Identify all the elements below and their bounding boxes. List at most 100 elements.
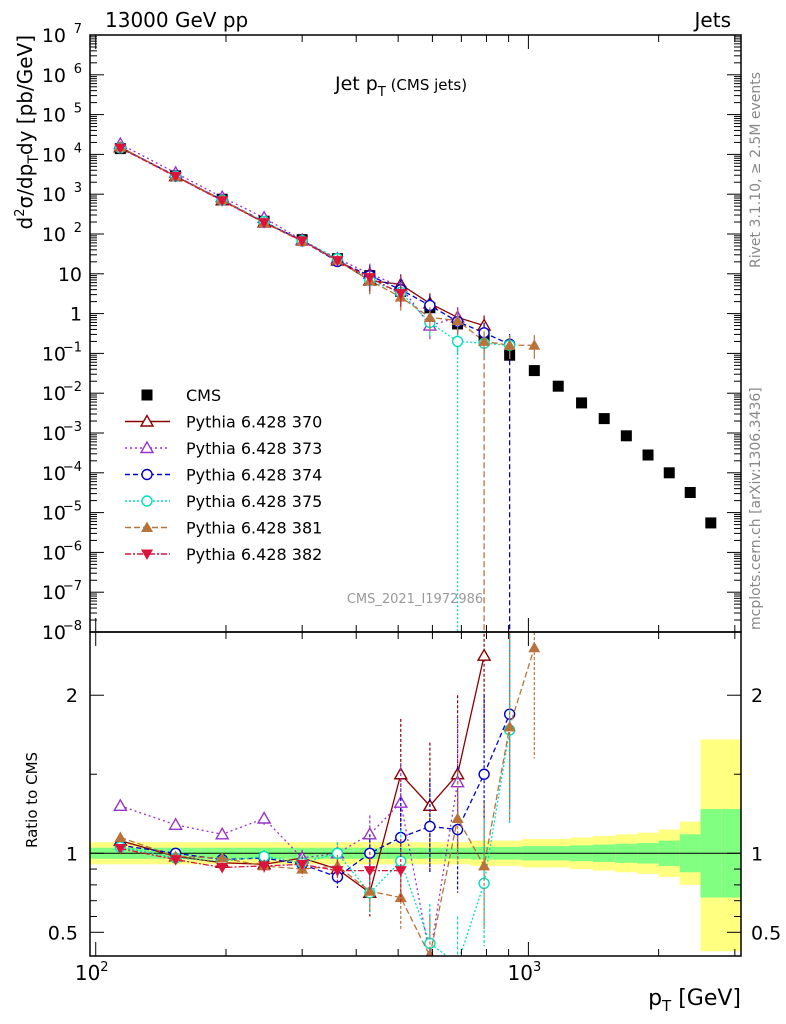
ratio-point (528, 641, 541, 653)
y-tick-label: 10−1 (42, 340, 82, 365)
series-point (258, 218, 271, 229)
ratio-panel-data (113, 632, 541, 969)
series-point (503, 339, 516, 350)
y-axis-label-sub: T (26, 155, 42, 165)
ratio-point (363, 885, 376, 896)
series-point (363, 273, 376, 284)
ratio-line (120, 782, 459, 956)
cms-point (576, 397, 588, 409)
x-axis-label-sub: T (661, 997, 672, 1015)
y-tick-label-exp: −8 (63, 619, 82, 634)
y-axis-label-end: dy [pb/GeV] (13, 35, 37, 155)
y-axis-label: d2σ/dpTdy [pb/GeV] (13, 35, 42, 229)
ratio-line (120, 847, 401, 872)
ratio-point (363, 866, 376, 877)
y-tick-label-exp: 7 (74, 22, 82, 37)
ratio-y-tick-label: 2 (66, 685, 78, 707)
main-frame (89, 34, 742, 633)
y-tick-label: 10−5 (42, 500, 82, 525)
y-tick-label-exp: 2 (74, 221, 82, 236)
ratio-point (168, 817, 183, 831)
ratio-point (451, 823, 464, 836)
header-right: Jets (694, 8, 731, 32)
series-point (423, 311, 436, 322)
y-tick-label: 10−3 (42, 420, 82, 445)
legend-marker (141, 468, 153, 481)
series-point (394, 288, 407, 300)
legend-marker (141, 549, 153, 560)
rivet-label: Rivet 3.1.10, ≥ 2.5M events (748, 71, 764, 268)
y-tick-label-exp: −7 (63, 579, 82, 594)
ratio-frame (89, 631, 742, 957)
ratio-point (169, 855, 182, 866)
y-tick-label: 10 (58, 264, 82, 286)
y-tick-label: 10−7 (42, 579, 82, 604)
ratio-line (120, 647, 535, 956)
ratio-y-tick-label-right: 1 (751, 843, 763, 865)
watermark: CMS_2021_I1972986 (347, 592, 483, 607)
ratio-point (216, 862, 229, 874)
series-line (120, 143, 458, 327)
ratio-point (114, 831, 127, 842)
series-line (120, 147, 402, 295)
legend-label: Pythia 6.428 382 (186, 545, 322, 564)
ratio-point (453, 959, 463, 969)
cms-point (663, 467, 675, 479)
y-tick-label-exp: 6 (74, 62, 82, 77)
x-axis-label: pT [GeV] (648, 986, 741, 1015)
ratio-point (258, 861, 271, 872)
ratio-point (451, 812, 464, 823)
cms-point (642, 449, 654, 461)
ratio-point (114, 844, 127, 855)
legend-marker (139, 440, 155, 454)
ratio-point (394, 866, 407, 877)
ratio-point (216, 852, 229, 863)
series-point (478, 335, 491, 346)
ratio-point (424, 820, 436, 833)
legend-marker (139, 414, 155, 427)
y-tick-label: 10 3 (42, 181, 82, 206)
cms-point (552, 380, 564, 392)
series-point (331, 256, 344, 267)
header-left: 13000 GeV pp (105, 8, 249, 32)
series-point (528, 339, 541, 350)
ratio-y-axis-label: Ratio to CMS (23, 752, 41, 848)
ratio-point (478, 859, 491, 871)
ratio-point (393, 795, 408, 808)
series-point (451, 335, 464, 348)
chart-title-sub: T (377, 85, 386, 100)
y-tick-label-exp: −4 (63, 460, 82, 475)
ratio-point (331, 847, 344, 859)
series-point (169, 172, 182, 183)
mcplots-label: mcplots.cern.ch [arXiv:1306.3436] (748, 387, 764, 630)
y-tick-label-exp: −3 (63, 420, 82, 435)
main-panel-data: CMS_2021_I1972986 (113, 136, 717, 632)
cms-point (705, 517, 717, 529)
ratio-point (503, 720, 516, 732)
y-axis-label-mid: σ/dp (13, 164, 37, 209)
y-tick-label: 10−2 (42, 380, 82, 405)
ratio-point (256, 811, 272, 824)
y-tick-label-exp: −6 (63, 539, 82, 554)
x-tick-label: 102 (75, 960, 109, 985)
y-axis-label-sup: 2 (13, 208, 28, 216)
y-tick-label-exp: 5 (74, 102, 82, 117)
y-tick-label: 10−6 (42, 539, 82, 564)
x-tick-label-exp: 2 (100, 960, 108, 975)
cms-point (528, 365, 540, 377)
cms-point (598, 413, 610, 425)
y-tick-label-exp: 4 (74, 141, 82, 156)
legend-label-cms: CMS (186, 386, 221, 405)
ratio-point (478, 768, 490, 780)
legend-label: Pythia 6.428 370 (186, 413, 322, 432)
legend: CMS Pythia 6.428 370 Pythia 6.428 373 Pythi… (125, 386, 322, 564)
ratio-y-tick-label-right: 0.5 (751, 922, 781, 944)
ratio-point (214, 826, 230, 840)
ratio-y-tick-label: 1 (66, 843, 78, 865)
legend-marker (141, 521, 153, 532)
legend-marker (141, 495, 153, 507)
ratio-point (426, 950, 434, 956)
ratio-point (476, 648, 492, 661)
ratio-point (331, 866, 344, 877)
